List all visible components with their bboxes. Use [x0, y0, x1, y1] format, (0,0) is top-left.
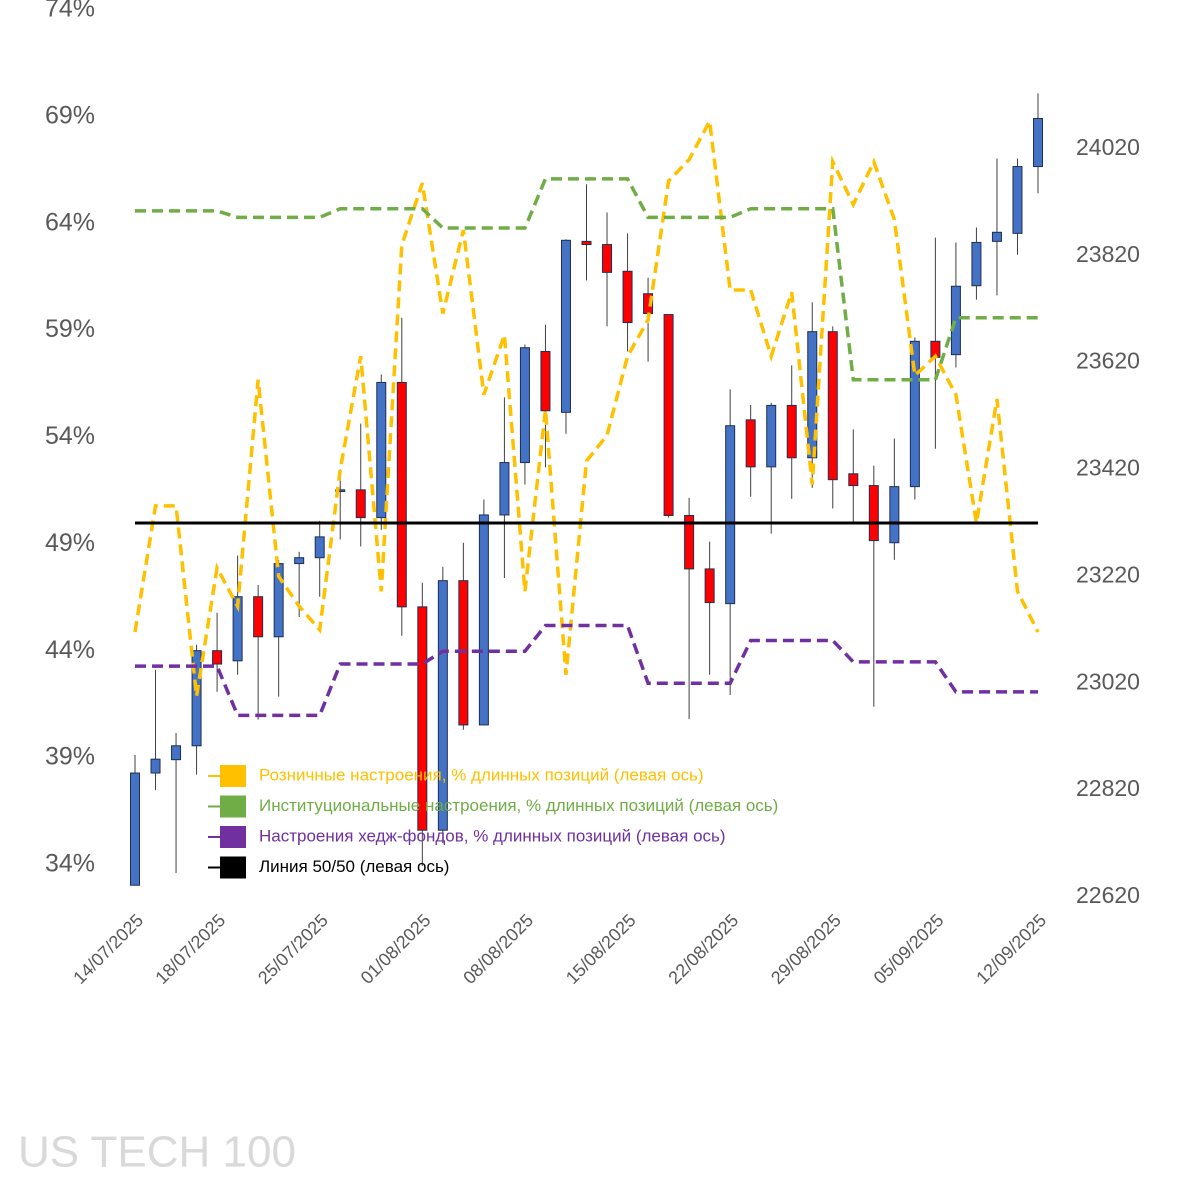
y2-tick-label: 23820 — [1076, 241, 1140, 267]
legend-label: Настроения хедж-фондов, % длинных позици… — [259, 826, 726, 845]
candle-body — [417, 606, 428, 831]
x-tick-label: 05/09/2025 — [870, 910, 948, 988]
candle-body — [355, 489, 366, 519]
legend-swatch — [220, 795, 246, 818]
candle-body — [745, 419, 756, 468]
candle-body — [725, 425, 736, 605]
candle-body — [663, 314, 674, 516]
candle-body — [909, 340, 920, 488]
candle-body — [704, 568, 715, 604]
y2-tick-label: 24020 — [1076, 134, 1140, 160]
candle-body — [622, 270, 633, 324]
candle-body — [868, 485, 879, 542]
candle-body — [396, 381, 407, 608]
candle-body — [499, 462, 510, 516]
candle-body — [889, 486, 900, 544]
candle-body — [971, 241, 982, 287]
y-tick-label: 44% — [45, 636, 95, 664]
candle-body — [848, 473, 859, 487]
candle-body — [232, 596, 243, 662]
candle-body — [581, 240, 592, 246]
series-line — [135, 623, 1038, 718]
candle-body — [437, 580, 448, 831]
y2-tick-label: 23220 — [1076, 561, 1140, 587]
x-tick-label: 15/08/2025 — [562, 910, 640, 988]
y-tick-label: 59% — [45, 315, 95, 343]
x-tick-label: 29/08/2025 — [767, 910, 845, 988]
candle-body — [150, 758, 161, 774]
y2-tick-label: 23020 — [1076, 668, 1140, 694]
candle-body — [540, 350, 551, 412]
series-line — [133, 115, 1040, 697]
candle-body — [991, 231, 1002, 242]
y-tick-label: 39% — [45, 743, 95, 771]
candle-body — [950, 285, 961, 356]
candle-body — [212, 650, 223, 665]
y2-tick-label: 23420 — [1076, 455, 1140, 481]
candle-body — [684, 514, 695, 570]
candle-body — [130, 772, 140, 886]
watermark: US TECH 100 — [18, 1128, 296, 1177]
candle-body — [807, 331, 818, 459]
legend-swatch — [220, 826, 246, 848]
x-tick-label: 08/08/2025 — [459, 910, 537, 988]
candle-body — [827, 331, 838, 481]
legend-label: Линия 50/50 (левая ось) — [259, 857, 449, 876]
legend-swatch — [220, 856, 246, 879]
candle-body — [602, 244, 613, 273]
candle-body — [786, 404, 797, 459]
x-tick-label: 22/08/2025 — [664, 910, 742, 988]
candle-body — [314, 536, 325, 559]
candle-body — [1012, 166, 1023, 234]
y-tick-label: 54% — [45, 422, 95, 450]
x-tick-label: 18/07/2025 — [151, 910, 229, 988]
x-tick-label: 01/08/2025 — [357, 910, 435, 988]
candle-body — [560, 239, 571, 413]
candle-body — [766, 404, 777, 468]
y-tick-label: 69% — [45, 101, 95, 129]
candle-body — [335, 489, 346, 492]
y2-tick-label: 22620 — [1076, 882, 1140, 908]
y-tick-label: 49% — [45, 529, 95, 557]
candle-body — [1033, 117, 1043, 168]
candle-body — [519, 347, 530, 464]
legend-label: Институциональные настроения, % длинных … — [259, 796, 778, 815]
y-tick-label: 34% — [45, 850, 95, 878]
x-tick-label: 25/07/2025 — [254, 910, 332, 988]
candle-body — [253, 596, 264, 638]
y2-tick-label: 22820 — [1076, 775, 1140, 801]
candle-body — [294, 557, 305, 565]
candle-body — [376, 381, 387, 519]
y-tick-label: 64% — [45, 208, 95, 236]
x-tick-label: 14/07/2025 — [69, 910, 147, 988]
y2-tick-label: 23620 — [1076, 348, 1140, 374]
candle-body — [191, 650, 202, 747]
y-tick-label: 74% — [45, 0, 95, 23]
legend-label: Розничные настроения, % длинных позиций … — [259, 765, 704, 784]
candle-body — [478, 514, 489, 726]
x-tick-label: 12/09/2025 — [972, 910, 1050, 988]
series-line — [135, 177, 1038, 382]
legend-swatch — [220, 765, 246, 787]
candle-body — [171, 745, 182, 761]
